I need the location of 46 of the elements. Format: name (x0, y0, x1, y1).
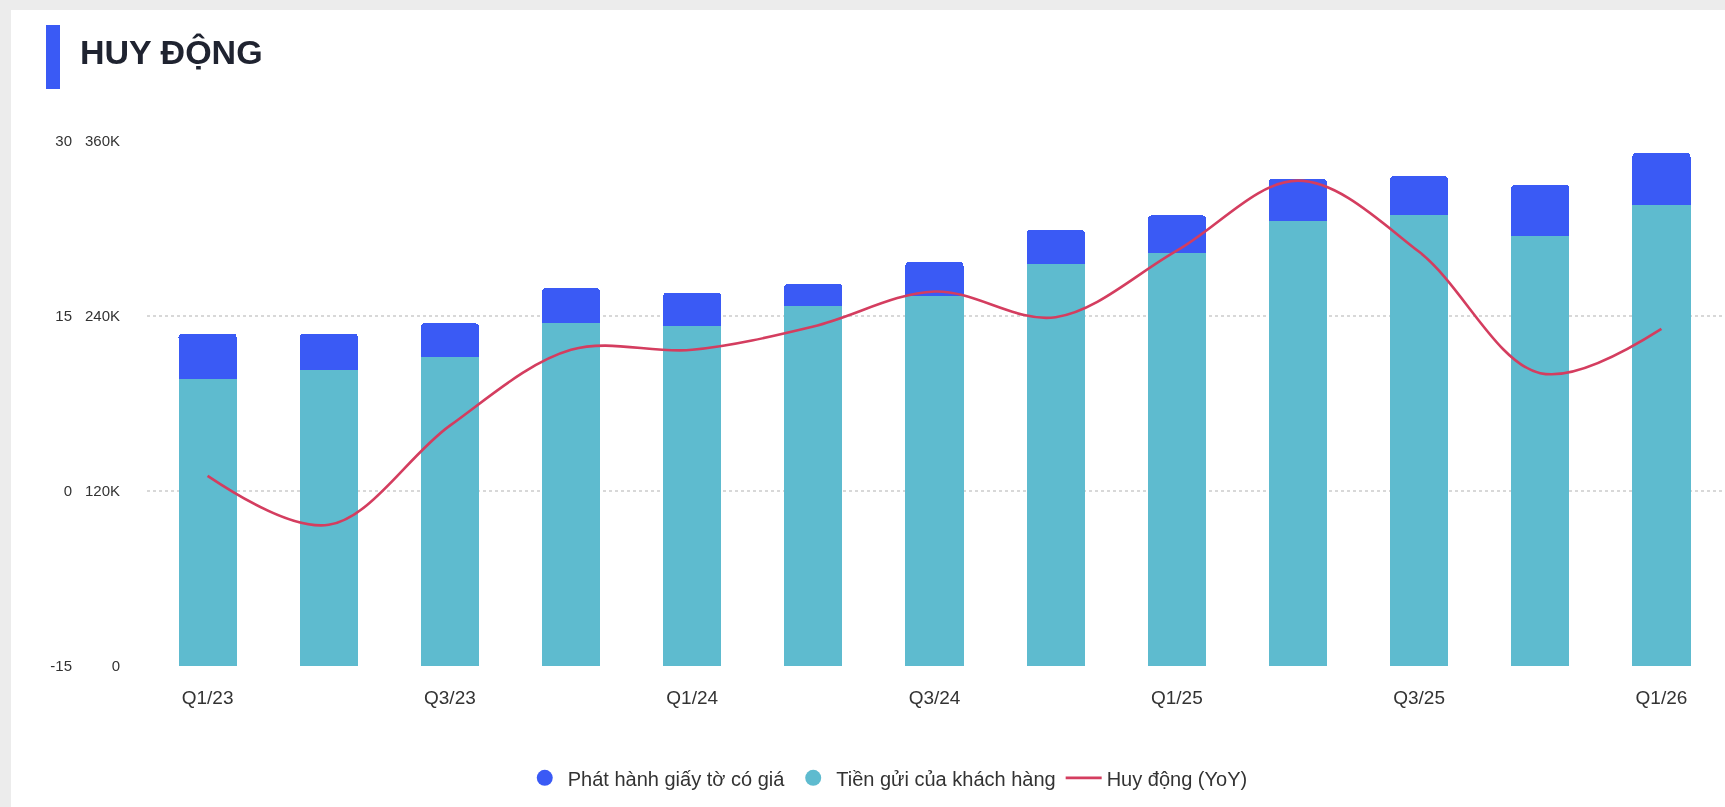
bar (1390, 176, 1449, 216)
legend-label: Tiền gửi của khách hàng (836, 767, 1056, 790)
y-tick-label: 120K (84, 482, 120, 500)
x-tick-label: Q3/23 (424, 687, 476, 708)
bar (1390, 215, 1449, 666)
bar (1632, 205, 1691, 666)
bar (1268, 221, 1328, 666)
bar (1026, 263, 1085, 666)
bar (663, 292, 722, 327)
bar (541, 323, 601, 666)
bar (1632, 152, 1691, 206)
bar (1511, 235, 1570, 666)
y2-tick-label: -15 (50, 657, 72, 675)
y-tick-label: 0 (111, 657, 120, 675)
chart-title: HUY ĐỘNG (80, 32, 263, 71)
bar (1511, 184, 1570, 236)
bar (1268, 178, 1328, 222)
bar (299, 333, 358, 370)
bar (1026, 229, 1085, 264)
x-tick-label: Q1/25 (1150, 687, 1203, 708)
bar (905, 262, 964, 296)
bar (1147, 215, 1206, 254)
x-tick-label: Q1/23 (181, 687, 234, 708)
bar (541, 288, 601, 324)
bar (784, 305, 843, 666)
bar (1147, 253, 1206, 666)
bar (420, 356, 479, 666)
bar (905, 295, 964, 666)
legend-label: Phát hành giấy tờ có giá (567, 767, 786, 790)
y2-tick-label: 15 (55, 307, 72, 325)
x-tick-label: Q1/24 (666, 687, 719, 708)
y2-tick-label: 30 (55, 132, 72, 150)
x-tick-label: Q3/25 (1393, 687, 1445, 708)
bar (178, 333, 237, 379)
bar (784, 283, 843, 306)
y-tick-label: 240K (84, 307, 120, 325)
x-tick-label: Q3/24 (908, 687, 961, 708)
x-tick-label: Q1/26 (1635, 687, 1688, 708)
line-series (206, 179, 1663, 527)
bar (663, 326, 722, 666)
y-tick-label: 360K (84, 132, 120, 150)
legend-label: Huy động (YoY) (1106, 767, 1248, 790)
bar (178, 378, 237, 666)
bar (420, 323, 479, 357)
y2-tick-label: 0 (63, 482, 72, 500)
bar (299, 369, 358, 666)
